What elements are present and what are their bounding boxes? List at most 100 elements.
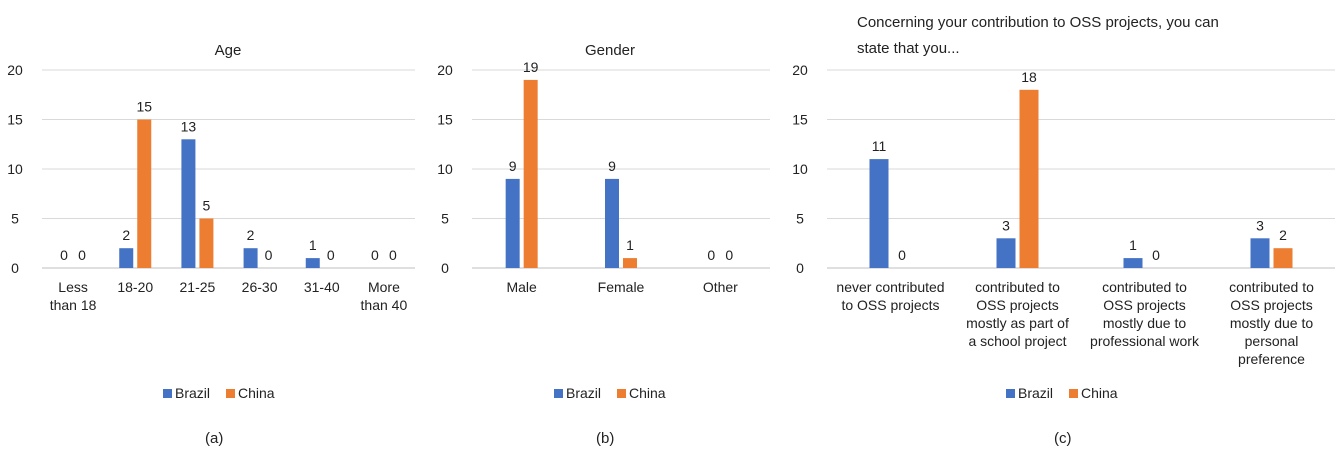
age-data-label-brazil: 2 xyxy=(247,227,255,243)
gender-category-label: Male xyxy=(506,279,537,295)
gender-chart-panel: Gender 0 5 10 15 20 9 19 Male 9 1 Female 0 0 Other Braz… xyxy=(430,0,780,462)
age-chart-panel: Age 0 5 10 15 20 0 0 Less than 18 2 15 18-20 13 5 21-25… xyxy=(0,0,430,462)
age-bar-brazil xyxy=(181,139,196,268)
age-y-tick-label: 15 xyxy=(7,112,23,128)
oss-category-label: to OSS projects xyxy=(841,297,939,313)
gender-category-label: Other xyxy=(703,279,738,295)
oss-category-label: never contributed xyxy=(836,279,944,295)
oss-data-label-china: 18 xyxy=(1021,69,1037,85)
age-data-label-china: 0 xyxy=(265,247,273,263)
age-data-label-china: 0 xyxy=(327,247,335,263)
age-chart-title: Age xyxy=(215,42,242,59)
oss-category-label: personal xyxy=(1245,333,1299,349)
oss-category-label: OSS projects xyxy=(1230,297,1312,313)
oss-y-tick-label: 20 xyxy=(792,62,808,78)
age-data-label-brazil: 0 xyxy=(60,247,68,263)
oss-legend-swatch-china xyxy=(1069,389,1078,398)
oss-category-label: OSS projects xyxy=(976,297,1058,313)
age-bar-brazil xyxy=(119,248,134,268)
oss-data-label-brazil: 1 xyxy=(1129,237,1137,253)
oss-category-label: preference xyxy=(1238,351,1305,367)
age-data-label-brazil: 1 xyxy=(309,237,317,253)
oss-contribution-chart-panel: Concerning your contribution to OSS proj… xyxy=(780,0,1343,462)
gender-data-label-china: 0 xyxy=(725,247,733,263)
oss-bar-brazil xyxy=(1123,258,1143,268)
age-category-label: 31-40 xyxy=(304,279,340,295)
oss-legend-label-china: China xyxy=(1081,385,1118,401)
age-category-label: than 18 xyxy=(50,297,97,313)
oss-bar-china xyxy=(1273,248,1293,268)
age-y-tick-label: 5 xyxy=(11,211,19,227)
age-bar-china xyxy=(137,119,152,268)
oss-legend-label-brazil: Brazil xyxy=(1018,385,1053,401)
oss-data-label-brazil: 3 xyxy=(1256,217,1264,233)
caption-a: (a) xyxy=(205,430,224,447)
age-category-label: 18-20 xyxy=(117,279,153,295)
gender-legend-swatch-china xyxy=(617,389,626,398)
gender-y-tick-label: 15 xyxy=(437,112,453,128)
oss-y-tick-label: 10 xyxy=(792,161,808,177)
gender-data-label-china: 1 xyxy=(626,237,634,253)
oss-category-label: contributed to xyxy=(1102,279,1187,295)
age-legend-label-brazil: Brazil xyxy=(175,385,210,401)
gender-data-label-china: 19 xyxy=(523,59,539,75)
gender-bar-china xyxy=(623,258,637,268)
gender-y-tick-label: 0 xyxy=(441,260,449,276)
gender-bar-brazil xyxy=(505,178,520,268)
caption-b: (b) xyxy=(596,430,615,447)
age-category-label: 26-30 xyxy=(242,279,278,295)
oss-y-tick-label: 15 xyxy=(792,112,808,128)
age-legend-label-china: China xyxy=(238,385,275,401)
age-data-label-brazil: 13 xyxy=(181,118,197,134)
oss-chart-title-line: Concerning your contribution to OSS proj… xyxy=(857,14,1219,31)
gender-legend-swatch-brazil xyxy=(554,389,563,398)
gender-bar-brazil xyxy=(605,178,619,268)
age-data-label-china: 0 xyxy=(389,247,397,263)
oss-category-label: professional work xyxy=(1090,333,1200,349)
oss-bar-brazil xyxy=(1250,238,1270,268)
age-category-label: More xyxy=(368,279,400,295)
age-bar-brazil xyxy=(305,258,320,268)
oss-data-label-china: 2 xyxy=(1279,227,1287,243)
oss-category-label: mostly due to xyxy=(1103,315,1186,331)
oss-category-label: OSS projects xyxy=(1103,297,1185,313)
age-data-label-brazil: 0 xyxy=(371,247,379,263)
age-bar-china xyxy=(199,218,214,268)
gender-chart-title: Gender xyxy=(585,42,635,59)
oss-data-label-brazil: 3 xyxy=(1002,217,1010,233)
gender-data-label-brazil: 9 xyxy=(509,158,517,174)
oss-category-label: mostly due to xyxy=(1230,315,1313,331)
gender-data-label-brazil: 9 xyxy=(608,158,616,174)
oss-category-label: a school project xyxy=(968,333,1066,349)
age-y-tick-label: 10 xyxy=(7,161,23,177)
age-bar-brazil xyxy=(243,248,258,268)
oss-chart-title-line: state that you... xyxy=(857,40,960,57)
age-y-tick-label: 0 xyxy=(11,260,19,276)
age-data-label-china: 5 xyxy=(203,198,211,214)
age-legend-swatch-china xyxy=(226,389,235,398)
gender-y-tick-label: 5 xyxy=(441,211,449,227)
gender-data-label-brazil: 0 xyxy=(707,247,715,263)
age-y-tick-label: 20 xyxy=(7,62,23,78)
gender-y-tick-label: 20 xyxy=(437,62,453,78)
oss-bar-china xyxy=(1019,89,1039,268)
oss-data-label-brazil: 11 xyxy=(872,138,887,154)
age-category-label: than 40 xyxy=(361,297,408,313)
oss-category-label: contributed to xyxy=(975,279,1060,295)
gender-legend-label-china: China xyxy=(629,385,666,401)
oss-bar-brazil xyxy=(869,159,889,268)
gender-category-label: Female xyxy=(598,279,645,295)
age-category-label: Less xyxy=(58,279,88,295)
age-legend-swatch-brazil xyxy=(163,389,172,398)
oss-category-label: mostly as part of xyxy=(966,315,1069,331)
age-data-label-china: 0 xyxy=(78,247,86,263)
gender-y-tick-label: 10 xyxy=(437,161,453,177)
oss-bar-brazil xyxy=(996,238,1016,268)
gender-legend-label-brazil: Brazil xyxy=(566,385,601,401)
gender-bar-china xyxy=(523,79,538,269)
age-data-label-china: 15 xyxy=(136,99,152,115)
caption-c: (c) xyxy=(1054,430,1072,447)
age-data-label-brazil: 2 xyxy=(122,227,130,243)
